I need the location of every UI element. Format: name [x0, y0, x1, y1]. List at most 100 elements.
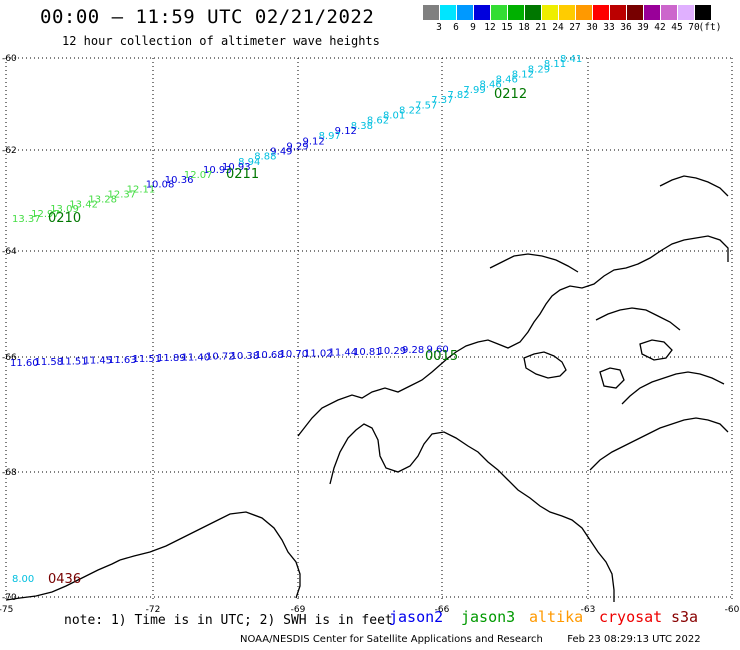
coastline — [595, 307, 681, 331]
color-swatch — [542, 5, 559, 20]
wave-height-value: 8.00 — [12, 574, 34, 585]
chart-title: 00:00 – 11:59 UTC 02/21/2022 — [40, 6, 375, 28]
color-swatch — [559, 5, 576, 20]
legend-s3a: s3a — [671, 608, 699, 626]
coastline — [589, 417, 729, 471]
wave-height-value: 10.93 — [222, 162, 251, 173]
longitude-label: -63 — [581, 605, 596, 615]
color-scale-label: 21 — [535, 22, 547, 33]
wave-height-value: 7.99 — [463, 85, 485, 96]
color-swatch — [661, 5, 678, 20]
wave-height-value: 9.49 — [270, 147, 292, 158]
wave-height-value: 12.97 — [31, 209, 60, 220]
wave-height-value: 12.37 — [108, 190, 137, 201]
wave-height-value: 9.28 — [402, 345, 424, 356]
latitude-label: -70 — [2, 593, 17, 603]
coastline — [599, 367, 625, 389]
wave-height-value: 11.58 — [35, 357, 64, 368]
color-scale-label: 39 — [637, 22, 649, 33]
wave-height-value: 7.57 — [415, 100, 437, 111]
wave-height-value: 8.29 — [528, 64, 550, 75]
color-swatch — [644, 5, 661, 20]
wave-height-value: 11.89 — [157, 353, 186, 364]
wave-height-value: 10.08 — [146, 180, 175, 191]
color-scale-label: 27 — [569, 22, 581, 33]
track-time-label: 0436 — [48, 572, 81, 587]
color-scale-label: 12 — [484, 22, 496, 33]
wave-height-value: 13.09 — [50, 204, 79, 215]
wave-height-value: 13.42 — [69, 199, 98, 210]
wave-height-value: 8.97 — [319, 131, 341, 142]
coastline — [659, 175, 729, 197]
wave-height-value: 8.46 — [480, 80, 502, 91]
wave-height-value: 13.28 — [88, 194, 117, 205]
wave-height-value: 11.51 — [133, 354, 162, 365]
wave-height-value: 8.46 — [496, 75, 518, 86]
wave-height-value: 11.44 — [329, 348, 358, 359]
wave-height-value: 8.41 — [560, 54, 582, 65]
wave-height-value: 11.60 — [10, 358, 39, 369]
color-swatch — [440, 5, 457, 20]
color-scale-label: 9 — [470, 22, 476, 33]
wave-height-value: 11.51 — [59, 356, 88, 367]
color-swatch — [508, 5, 525, 20]
wave-height-value: 9.12 — [302, 136, 324, 147]
chart-subtitle: 12 hour collection of altimeter wave hei… — [62, 34, 380, 48]
color-swatch — [678, 5, 695, 20]
wave-height-value: 8.11 — [544, 59, 566, 70]
latitude-label: -66 — [2, 353, 17, 363]
latitude-label: -64 — [2, 247, 17, 257]
color-swatch — [525, 5, 542, 20]
note-text: note: 1) Time is in UTC; 2) SWH is in fe… — [64, 613, 393, 628]
coastline — [523, 351, 567, 379]
color-scale-label: 15 — [501, 22, 513, 33]
wave-height-value: 9.60 — [427, 344, 449, 355]
color-swatch — [610, 5, 627, 20]
wave-height-value: 11.02 — [304, 348, 333, 359]
wave-height-value: 9.12 — [335, 126, 357, 137]
color-scale-label: 30 — [586, 22, 598, 33]
legend-altika: altika — [529, 608, 584, 626]
color-swatch — [474, 5, 491, 20]
color-scale-label: 42 — [654, 22, 666, 33]
color-swatch — [695, 5, 712, 20]
footer-timestamp: Feb 23 08:29:13 UTC 2022 — [567, 634, 701, 645]
legend-cryosat: cryosat — [599, 608, 663, 626]
longitude-label: -69 — [291, 605, 306, 615]
coastline — [639, 339, 673, 361]
color-swatch — [491, 5, 508, 20]
wave-height-value: 10.81 — [353, 347, 382, 358]
color-swatch — [576, 5, 593, 20]
color-scale-label: 3 — [436, 22, 442, 33]
color-scale-label: 18 — [518, 22, 530, 33]
color-scale-label: (ft) — [698, 22, 722, 33]
wave-height-value: 11.63 — [108, 355, 137, 366]
color-swatch — [593, 5, 610, 20]
wave-height-value: 8.12 — [512, 69, 534, 80]
wave-height-value: 10.38 — [231, 351, 260, 362]
wave-height-value: 8.62 — [367, 116, 389, 127]
color-swatch — [627, 5, 644, 20]
coastline — [621, 371, 725, 405]
wave-height-value: 8.38 — [351, 121, 373, 132]
wave-height-value: 10.68 — [255, 350, 284, 361]
wave-height-value: 13.37 — [12, 214, 41, 225]
legend-jason2: jason2 — [389, 608, 444, 626]
longitude-label: -66 — [435, 605, 450, 615]
color-scale-label: 6 — [453, 22, 459, 33]
track-time-label: 0015 — [425, 349, 458, 364]
coastline — [489, 253, 579, 273]
coastline — [297, 235, 729, 437]
latitude-label: -68 — [2, 468, 17, 478]
latitude-label: -62 — [2, 146, 17, 156]
longitude-label: -72 — [146, 605, 161, 615]
wave-height-value: 7.37 — [431, 95, 453, 106]
longitude-label: -60 — [725, 605, 740, 615]
wave-height-value: 12.07 — [184, 170, 213, 181]
longitude-label: -75 — [0, 605, 13, 615]
wave-height-value: 12.11 — [127, 185, 156, 196]
wave-height-value: 10.72 — [206, 352, 235, 363]
wave-height-value: 11.40 — [182, 352, 211, 363]
wave-height-value: 10.70 — [280, 349, 309, 360]
